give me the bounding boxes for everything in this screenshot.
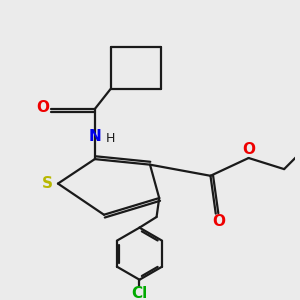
Text: O: O <box>212 214 225 229</box>
Text: O: O <box>36 100 49 115</box>
Text: O: O <box>243 142 256 158</box>
Text: H: H <box>106 132 116 145</box>
Text: N: N <box>88 129 101 144</box>
Text: S: S <box>42 176 53 191</box>
Text: Cl: Cl <box>131 286 148 300</box>
